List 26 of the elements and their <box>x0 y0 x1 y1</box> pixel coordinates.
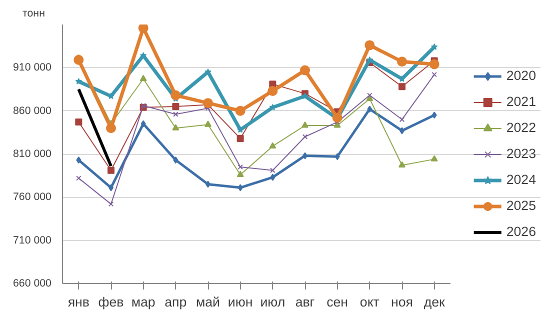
x-tick-label: окт <box>360 294 380 310</box>
legend-label: 2026 <box>506 224 536 239</box>
legend-label: 2023 <box>506 146 536 161</box>
y-axis-title: тонн <box>22 8 46 20</box>
y-tick-label: 860 000 <box>12 104 52 117</box>
x-tick-label: сен <box>326 294 348 310</box>
legend-label: 2025 <box>506 198 536 213</box>
x-tick-label: апр <box>164 294 187 310</box>
y-tick-label: 760 000 <box>12 191 52 204</box>
x-tick-label: фев <box>98 294 124 310</box>
y-tick-label: 910 000 <box>12 62 52 74</box>
y-tick-label: 660 000 <box>12 278 52 290</box>
legend-label: 2021 <box>506 94 536 109</box>
x-tick-label: ноя <box>391 294 414 310</box>
x-tick-label: июл <box>260 294 286 310</box>
y-tick-label: 710 000 <box>12 234 52 246</box>
x-tick-label: июн <box>228 294 253 310</box>
x-tick-label: дек <box>424 294 446 310</box>
legend-label: 2020 <box>506 68 536 83</box>
legend-label: 2022 <box>506 120 536 135</box>
y-tick-label: 810 000 <box>12 148 52 160</box>
x-tick-label: авг <box>295 294 315 310</box>
x-tick-label: янв <box>68 294 90 310</box>
legend-label: 2024 <box>506 172 536 187</box>
x-tick-label: май <box>196 294 220 310</box>
x-tick-label: мар <box>131 294 156 310</box>
